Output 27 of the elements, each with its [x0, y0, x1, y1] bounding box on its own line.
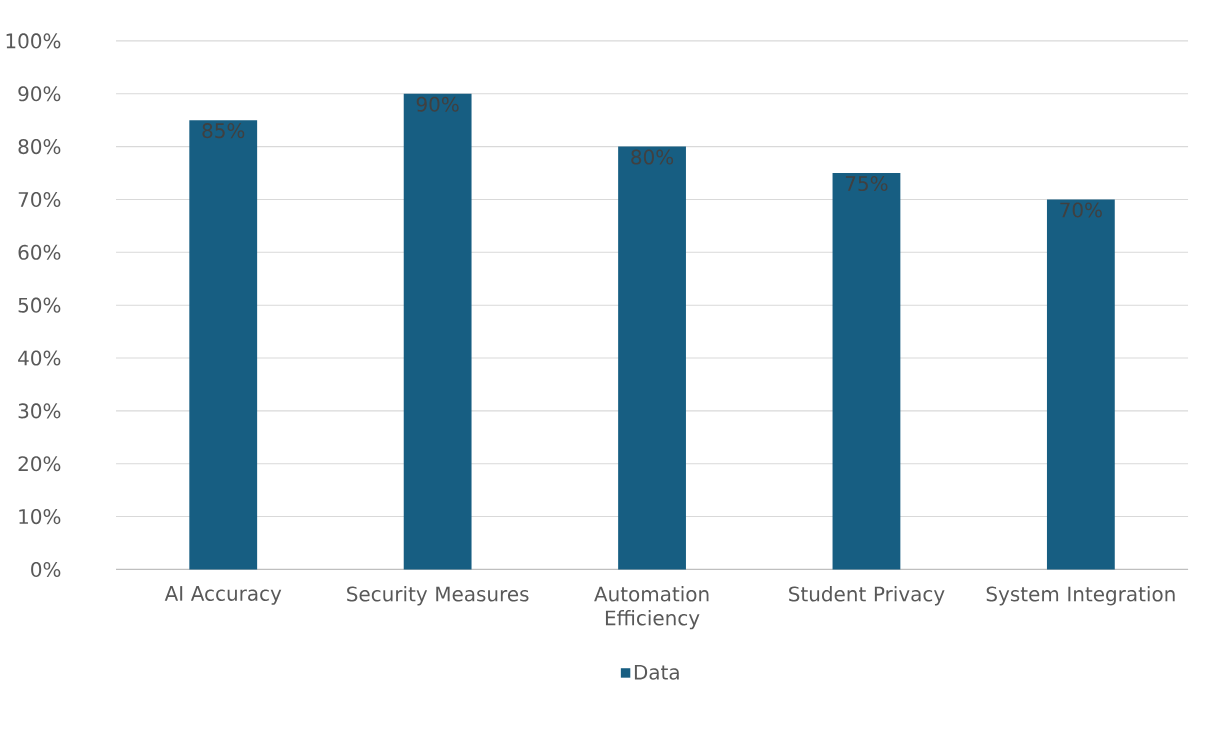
bar [832, 173, 901, 570]
y-tick-label: 30% [18, 403, 61, 419]
y-tick-label: 10% [19, 509, 61, 525]
y-tick-label: 70% [18, 191, 61, 208]
legend-label: Data [634, 664, 679, 680]
bar [1046, 199, 1115, 570]
x-tick-label: System Integration [986, 586, 1175, 606]
x-tick-label: Security Measures [347, 586, 529, 606]
bar [618, 146, 686, 570]
x-tick-label: Student Privacy [789, 586, 945, 606]
y-tick-label: 20% [18, 456, 61, 472]
y-tick-label: 80% [18, 139, 61, 155]
bar [403, 93, 472, 570]
x-tick-label: AI Accuracy [164, 586, 282, 605]
data-label: 85% [202, 123, 245, 139]
y-tick-label: 100% [6, 33, 61, 49]
bar [189, 120, 258, 570]
data-label: 70% [1060, 202, 1102, 218]
data-label: 75% [845, 175, 888, 192]
y-tick-label: 0% [31, 561, 61, 577]
y-tick-label: 90% [18, 86, 61, 102]
y-tick-label: 60% [18, 244, 61, 260]
data-label: 90% [416, 96, 459, 112]
y-tick-label: 40% [18, 350, 61, 366]
y-tick-label: 50% [18, 297, 61, 313]
data-label: 80% [631, 149, 674, 165]
x-tick-label: Automation Efficiency [594, 586, 709, 630]
